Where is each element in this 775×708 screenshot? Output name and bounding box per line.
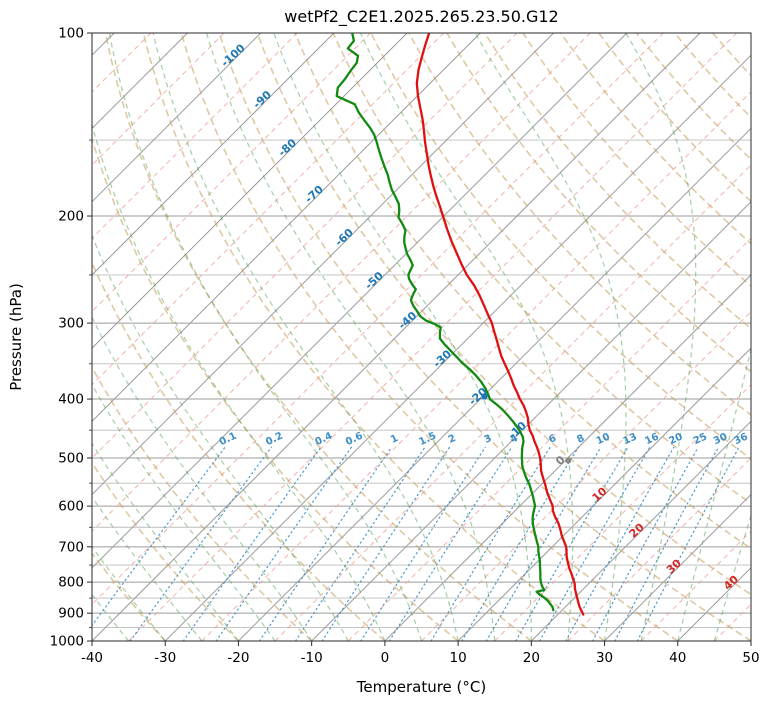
svg-text:700: 700 — [58, 539, 84, 555]
svg-text:-10: -10 — [301, 650, 323, 666]
svg-text:200: 200 — [58, 209, 84, 225]
svg-text:-70: -70 — [302, 183, 326, 206]
svg-text:-20: -20 — [227, 650, 249, 666]
svg-text:1: 1 — [389, 433, 400, 446]
svg-text:20: 20 — [667, 431, 684, 447]
svg-text:20: 20 — [523, 650, 540, 666]
svg-text:0.2: 0.2 — [264, 431, 285, 448]
svg-text:900: 900 — [58, 606, 84, 622]
svg-text:6: 6 — [547, 433, 558, 446]
svg-text:40: 40 — [669, 650, 686, 666]
svg-text:-40: -40 — [81, 650, 103, 666]
svg-text:-50: -50 — [362, 269, 386, 292]
svg-text:800: 800 — [58, 575, 84, 591]
svg-text:400: 400 — [58, 392, 84, 408]
svg-text:-40: -40 — [396, 309, 420, 332]
svg-text:10: 10 — [595, 431, 612, 447]
svg-text:0.6: 0.6 — [344, 431, 365, 448]
svg-text:-90: -90 — [251, 88, 275, 111]
svg-text:8: 8 — [575, 433, 586, 446]
svg-text:100: 100 — [58, 26, 84, 42]
svg-text:36: 36 — [732, 431, 749, 447]
svg-text:10: 10 — [450, 650, 467, 666]
chart-title: wetPf2_C2E1.2025.265.23.50.G12 — [284, 7, 559, 26]
svg-text:0.4: 0.4 — [313, 431, 334, 448]
svg-text:1000: 1000 — [50, 634, 84, 650]
svg-text:13: 13 — [622, 431, 639, 447]
svg-text:50: 50 — [742, 650, 759, 666]
svg-text:30: 30 — [712, 431, 729, 447]
svg-text:-80: -80 — [276, 136, 300, 159]
svg-text:0.1: 0.1 — [218, 431, 239, 448]
svg-text:2: 2 — [447, 433, 458, 446]
svg-text:30: 30 — [596, 650, 613, 666]
x-axis-label: Temperature (°C) — [356, 678, 487, 696]
svg-text:0: 0 — [381, 650, 390, 666]
svg-text:300: 300 — [58, 316, 84, 332]
svg-text:20: 20 — [627, 521, 647, 541]
svg-text:4: 4 — [509, 433, 520, 446]
svg-text:10: 10 — [590, 484, 610, 504]
svg-text:500: 500 — [58, 450, 84, 466]
svg-text:1.5: 1.5 — [417, 431, 438, 448]
svg-text:16: 16 — [643, 431, 660, 447]
svg-text:-100: -100 — [219, 41, 248, 69]
svg-text:600: 600 — [58, 499, 84, 515]
svg-text:3: 3 — [483, 433, 494, 446]
svg-text:40: 40 — [721, 573, 741, 593]
svg-text:30: 30 — [664, 556, 684, 576]
svg-text:-30: -30 — [154, 650, 176, 666]
svg-text:25: 25 — [692, 431, 709, 447]
svg-text:-60: -60 — [333, 226, 357, 249]
